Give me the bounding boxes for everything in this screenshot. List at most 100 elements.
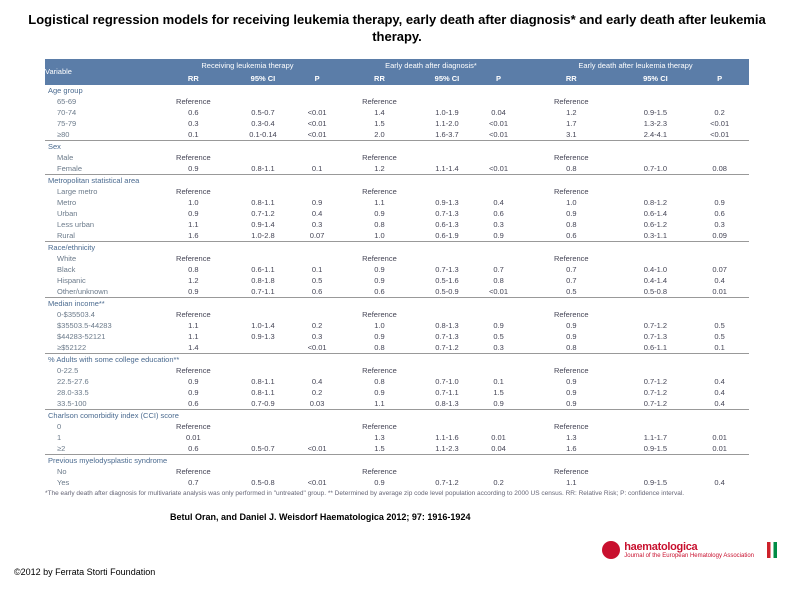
cell bbox=[419, 466, 475, 477]
cell: 0.5-0.7 bbox=[232, 107, 295, 118]
cell: <0.01 bbox=[475, 163, 522, 174]
cell: 0.5 bbox=[522, 286, 620, 297]
cell: 0.5 bbox=[690, 331, 749, 342]
cell bbox=[690, 152, 749, 163]
cell: 0.9 bbox=[522, 387, 620, 398]
cell: 0.8-1.1 bbox=[232, 197, 295, 208]
cell: 1.0 bbox=[155, 197, 232, 208]
cell: 0.6 bbox=[340, 286, 419, 297]
row-label: Yes bbox=[45, 477, 155, 488]
cell: 0.8 bbox=[340, 342, 419, 353]
row-label: White bbox=[45, 253, 155, 264]
cell: 0.7-1.1 bbox=[232, 286, 295, 297]
row-label: Hispanic bbox=[45, 275, 155, 286]
cell: <0.01 bbox=[294, 477, 340, 488]
cell: 0.5-0.8 bbox=[621, 286, 691, 297]
cell bbox=[232, 466, 295, 477]
cell: 0.9-1.4 bbox=[232, 219, 295, 230]
cell: 0.9 bbox=[475, 320, 522, 331]
cell: Reference bbox=[522, 96, 620, 107]
cell bbox=[419, 365, 475, 376]
cell: Reference bbox=[155, 309, 232, 320]
cell: 0.8-1.1 bbox=[232, 376, 295, 387]
cell: 0.7-1.2 bbox=[621, 320, 691, 331]
cell bbox=[419, 96, 475, 107]
cell: 0.9 bbox=[475, 398, 522, 409]
cell: 0.6-1.4 bbox=[621, 208, 691, 219]
cell: 1.0-2.8 bbox=[232, 230, 295, 241]
row-label: $35503.5-44283 bbox=[45, 320, 155, 331]
cell bbox=[232, 365, 295, 376]
cell bbox=[621, 96, 691, 107]
cell: 0.2 bbox=[294, 387, 340, 398]
cell: 0.6 bbox=[475, 208, 522, 219]
cell: 0.1 bbox=[294, 163, 340, 174]
cell: 0.7 bbox=[522, 264, 620, 275]
cell: 1.0 bbox=[340, 230, 419, 241]
col-variable: Variable bbox=[45, 59, 155, 85]
cell: 1.1-1.4 bbox=[419, 163, 475, 174]
cell: 0.8-1.1 bbox=[232, 387, 295, 398]
cell: 0.7-1.2 bbox=[232, 208, 295, 219]
cell bbox=[621, 309, 691, 320]
cell: 1.2 bbox=[340, 163, 419, 174]
cell bbox=[475, 253, 522, 264]
cell: 0.09 bbox=[690, 230, 749, 241]
cell: 0.4 bbox=[690, 387, 749, 398]
cell bbox=[294, 96, 340, 107]
cell: 1.1 bbox=[155, 320, 232, 331]
cell: Reference bbox=[340, 186, 419, 197]
section-header: Age group bbox=[45, 85, 749, 96]
cell bbox=[621, 253, 691, 264]
group-header-0: Receiving leukemia therapy bbox=[155, 59, 340, 72]
sub-rr-1: RR bbox=[340, 72, 419, 85]
sub-ci-1: 95% CI bbox=[419, 72, 475, 85]
cell: 0.9 bbox=[294, 197, 340, 208]
cell: 0.9 bbox=[340, 208, 419, 219]
section-header: Race/ethnicity bbox=[45, 241, 749, 253]
cell: 0.5 bbox=[690, 320, 749, 331]
cell bbox=[419, 186, 475, 197]
cell bbox=[690, 421, 749, 432]
cell: 0.4 bbox=[475, 197, 522, 208]
cell bbox=[294, 432, 340, 443]
section-header: Median income** bbox=[45, 297, 749, 309]
cell: 0.3 bbox=[475, 342, 522, 353]
cell: 0.4 bbox=[294, 208, 340, 219]
row-label: 33.5-100 bbox=[45, 398, 155, 409]
row-label: Rural bbox=[45, 230, 155, 241]
cell: 0.1 bbox=[294, 264, 340, 275]
cell: 1.1 bbox=[155, 331, 232, 342]
cell: 1.3 bbox=[340, 432, 419, 443]
cell: 1.4 bbox=[340, 107, 419, 118]
cell bbox=[294, 253, 340, 264]
cell bbox=[419, 309, 475, 320]
cell: 0.07 bbox=[294, 230, 340, 241]
cell: 0.8 bbox=[522, 163, 620, 174]
group-header-2: Early death after leukemia therapy bbox=[522, 59, 749, 72]
cell: 0.4-1.4 bbox=[621, 275, 691, 286]
cell: 2.4-4.1 bbox=[621, 129, 691, 140]
cell: 0.4 bbox=[294, 376, 340, 387]
row-label: Less urban bbox=[45, 219, 155, 230]
cell: 1.0-1.4 bbox=[232, 320, 295, 331]
cell: 0.7-0.9 bbox=[232, 398, 295, 409]
row-label: ≥2 bbox=[45, 443, 155, 454]
row-label: Female bbox=[45, 163, 155, 174]
cell: 0.8 bbox=[155, 264, 232, 275]
cell: 1.1-2.3 bbox=[419, 443, 475, 454]
cell: 0.6-1.3 bbox=[419, 219, 475, 230]
cell: Reference bbox=[340, 309, 419, 320]
table-footnote: *The early death after diagnosis for mul… bbox=[45, 490, 749, 498]
logo-main-text: haematologica bbox=[624, 542, 754, 553]
cell: 0.9 bbox=[155, 163, 232, 174]
cell bbox=[232, 152, 295, 163]
row-label: ≥$52122 bbox=[45, 342, 155, 353]
cell: 0.7-1.3 bbox=[621, 331, 691, 342]
cell: <0.01 bbox=[294, 118, 340, 129]
cell: 1.5 bbox=[340, 118, 419, 129]
logo-sub-text: Journal of the European Hematology Assoc… bbox=[624, 553, 754, 559]
cell: Reference bbox=[340, 96, 419, 107]
cell bbox=[475, 466, 522, 477]
cell: Reference bbox=[340, 421, 419, 432]
